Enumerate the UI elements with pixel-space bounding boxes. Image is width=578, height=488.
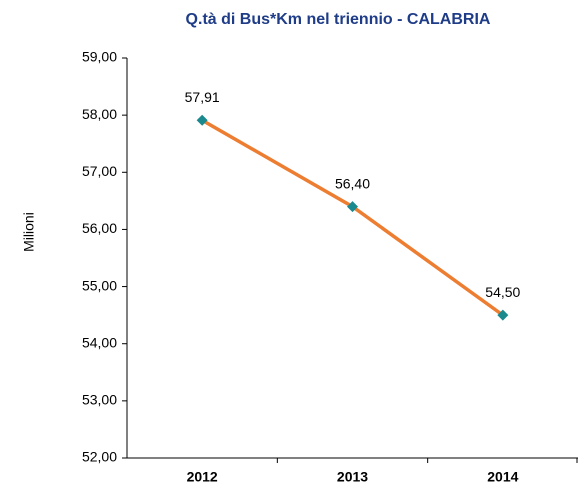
marker [497, 309, 509, 321]
x-tick-label: 2013 [337, 469, 368, 485]
y-tick-label: 52,00 [82, 449, 117, 465]
marker [347, 201, 358, 213]
y-tick-label: 53,00 [82, 392, 117, 408]
y-tick-label: 57,00 [82, 163, 117, 179]
y-tick-label: 55,00 [82, 277, 117, 293]
data-label: 54,50 [485, 284, 520, 300]
marker [196, 114, 208, 126]
y-tick-label: 54,00 [82, 334, 117, 350]
y-tick-label: 58,00 [82, 106, 117, 122]
chart-title: Q.tà di Bus*Km nel triennio - CALABRIA [186, 11, 491, 28]
x-tick-label: 2014 [487, 469, 518, 485]
data-label: 56,40 [335, 175, 370, 191]
y-tick-label: 56,00 [82, 220, 117, 236]
data-label: 57,91 [185, 89, 220, 105]
y-axis-label: Milioni [21, 212, 37, 252]
y-tick-label: 59,00 [82, 49, 117, 65]
x-tick-label: 2012 [187, 469, 218, 485]
line [201, 118, 504, 317]
